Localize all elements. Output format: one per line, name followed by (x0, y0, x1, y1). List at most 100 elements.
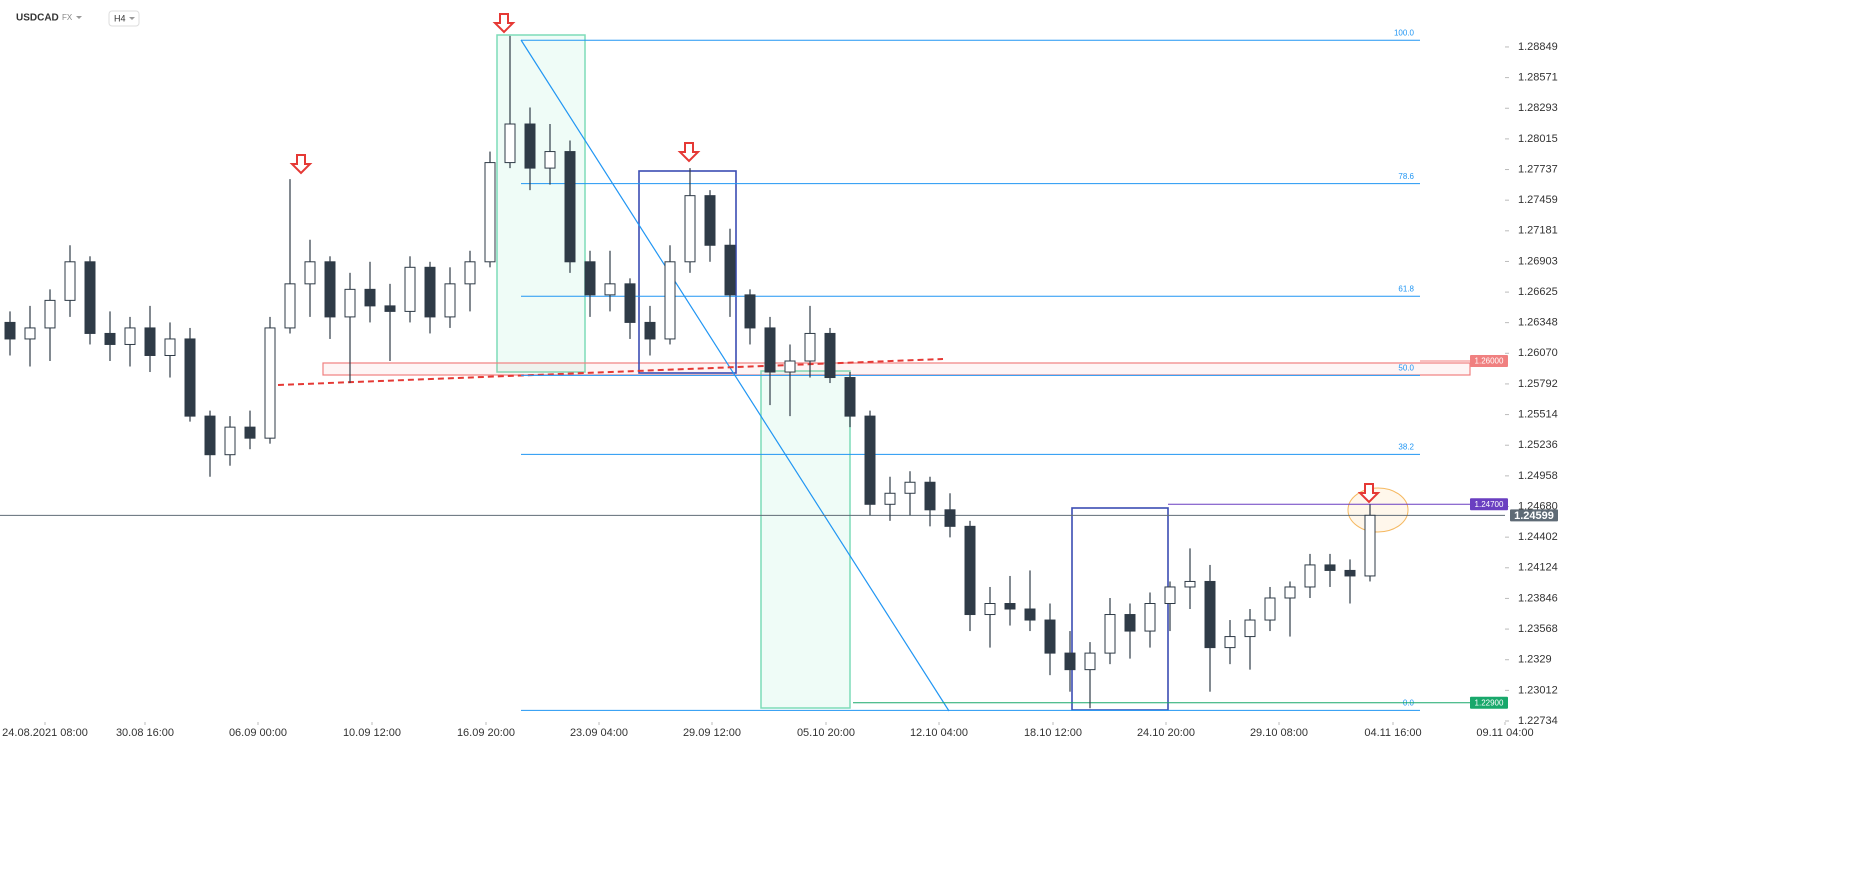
price-tag-label: 1.26000 (1475, 357, 1504, 366)
candle-body (784, 360, 796, 373)
candle-body (1324, 564, 1336, 571)
x-tick-label: 16.09 20:00 (457, 727, 515, 739)
candle-body (84, 261, 96, 334)
candle-body (884, 492, 896, 505)
interval[interactable]: H4 (114, 13, 126, 23)
y-tick-label: 1.24680 (1518, 500, 1558, 512)
y-tick-label: 1.25792 (1518, 378, 1558, 390)
price-tag (1470, 696, 1508, 709)
candle-body (1164, 586, 1176, 605)
candle-body (544, 151, 556, 169)
y-tick-label: 1.26348 (1518, 317, 1558, 329)
candle-body (824, 332, 836, 379)
price-tag (1470, 498, 1508, 511)
candle-body (764, 327, 776, 373)
y-tick-label: 1.28015 (1518, 133, 1558, 145)
down-arrow (677, 142, 701, 163)
candle-body (1284, 586, 1296, 599)
y-tick-label: 1.23568 (1518, 623, 1558, 635)
candle-body (1084, 652, 1096, 671)
y-tick-label: 1.24124 (1518, 562, 1558, 574)
candle-body (964, 525, 976, 616)
candle-body (724, 244, 736, 296)
interval-button[interactable] (108, 10, 140, 27)
candle-body (1244, 619, 1256, 638)
y-tick-label: 1.27459 (1518, 194, 1558, 206)
price-tag-label: 1.24599 (1514, 510, 1554, 522)
candle-body (504, 123, 516, 164)
candle-body (184, 338, 196, 417)
candle-body (564, 151, 576, 263)
candle-body (304, 261, 316, 285)
y-tick-label: 1.23012 (1518, 684, 1558, 696)
x-tick-label: 30.08 16:00 (116, 727, 174, 739)
y-tick-label: 1.28571 (1518, 72, 1558, 84)
candle-body (944, 509, 956, 527)
symbol[interactable]: USDCAD (16, 13, 59, 24)
candle-body (644, 321, 656, 340)
candle-body (624, 283, 636, 323)
candle-body (524, 123, 536, 169)
fib-label: 78.6 (1398, 172, 1414, 181)
candle-body (204, 415, 216, 456)
candle-body (324, 261, 336, 318)
candle-body (704, 195, 716, 246)
candle-body (1124, 614, 1136, 632)
arrows (289, 13, 1381, 504)
x-tick-label: 18.10 12:00 (1024, 727, 1082, 739)
fib-label: 61.8 (1398, 284, 1414, 293)
y-tick-label: 1.26070 (1518, 347, 1558, 359)
x-tick-label: 12.10 04:00 (910, 727, 968, 739)
candle-body (1004, 603, 1016, 610)
x-tick-label: 09.11 04:00 (1476, 727, 1533, 739)
market: FX (62, 13, 73, 22)
candle-body (904, 481, 916, 494)
x-tick-label: 23.09 04:00 (570, 727, 628, 739)
candle-body (844, 377, 856, 417)
y-tick-label: 1.24958 (1518, 470, 1558, 482)
candle-body (284, 283, 296, 329)
highlight-ellipse (1347, 487, 1409, 533)
y-tick-label: 1.27737 (1518, 163, 1558, 175)
y-tick-label: 1.28293 (1518, 102, 1558, 114)
dropdown-icon[interactable] (76, 16, 82, 19)
x-tick-label: 04.11 16:00 (1364, 727, 1421, 739)
y-tick-label: 1.27181 (1518, 225, 1558, 237)
candle-body (404, 266, 416, 312)
fib-label: 50.0 (1398, 363, 1414, 372)
candle-body (1064, 652, 1076, 671)
candle-body (984, 603, 996, 616)
candles (4, 35, 1376, 709)
y-tick-label: 1.26625 (1518, 286, 1558, 298)
price-tag-label: 1.22900 (1475, 698, 1504, 707)
drawings (277, 13, 1471, 712)
candle-body (464, 261, 476, 285)
y-tick-label: 1.25236 (1518, 439, 1558, 451)
candle-body (384, 305, 396, 312)
header: USDCAD FX H4 (16, 10, 140, 27)
y-tick-label: 1.25514 (1518, 408, 1558, 420)
x-tick-label: 06.09 00:00 (229, 727, 287, 739)
candle-body (124, 327, 136, 345)
candle-body (164, 338, 176, 356)
candle-body (1104, 614, 1116, 654)
fib-label: 100.0 (1394, 28, 1415, 37)
candle-body (664, 261, 676, 340)
candle-body (1144, 603, 1156, 632)
candle-body (224, 426, 236, 456)
candle-body (864, 415, 876, 505)
candle-body (804, 332, 816, 362)
candle-body (344, 288, 356, 318)
candle-body (104, 332, 116, 345)
fib-label: 38.2 (1398, 443, 1414, 452)
candle-body (364, 288, 376, 307)
x-tick-label: 29.09 12:00 (683, 727, 741, 739)
candle-body (264, 327, 276, 439)
candle-body (1344, 569, 1356, 577)
candle-body (1264, 597, 1276, 621)
x-tick-label: 24.08.2021 08:00 (2, 727, 88, 739)
candle-body (144, 327, 156, 356)
candle-body (584, 261, 596, 296)
resistance-zone (322, 362, 1471, 376)
